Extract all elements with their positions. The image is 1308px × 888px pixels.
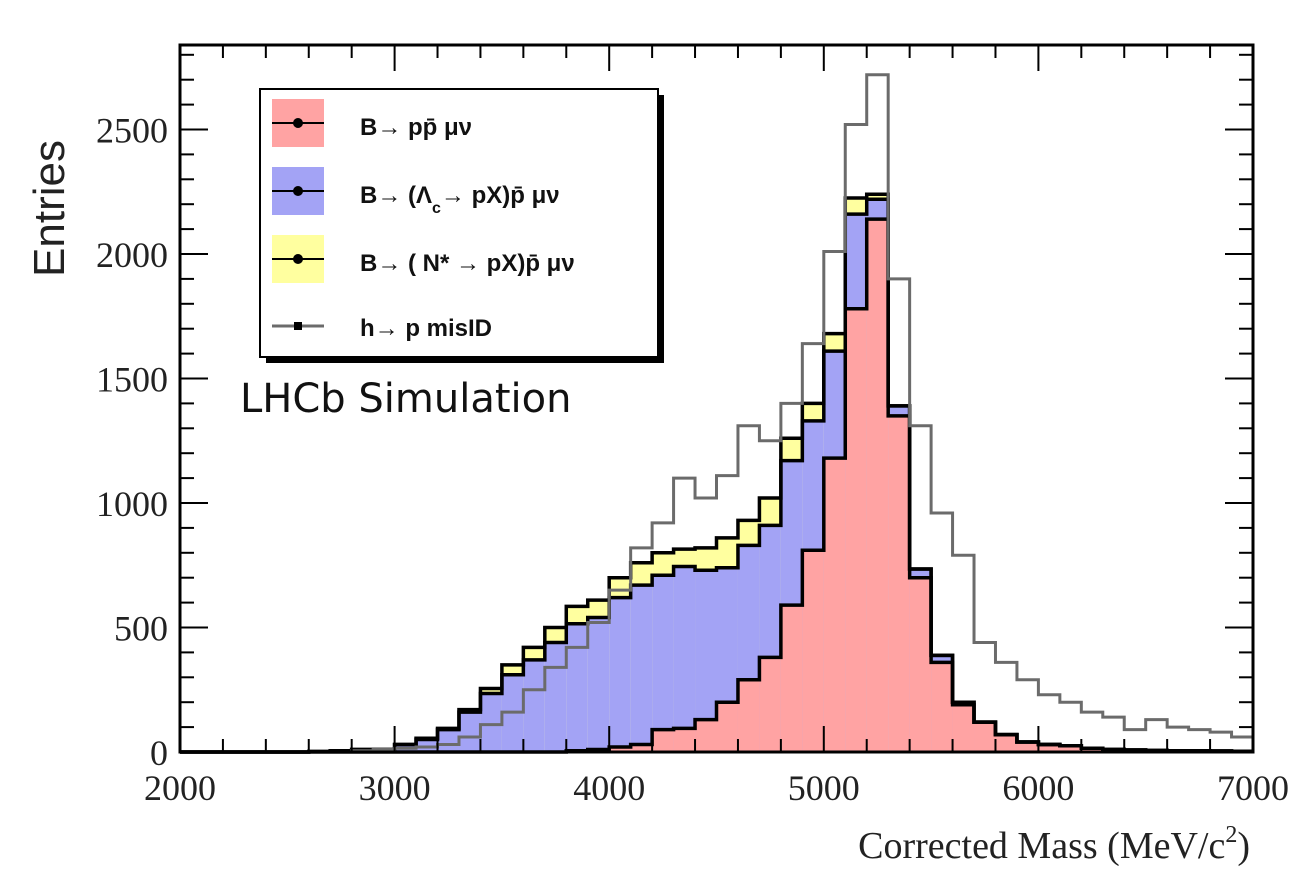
bar-pp: [737, 679, 760, 752]
bar-pp: [716, 702, 738, 752]
bar-pp: [652, 729, 674, 752]
bar-lambdac: [523, 659, 545, 752]
bar-lambdac: [587, 617, 610, 752]
y-tick-label: 500: [114, 609, 168, 649]
bar-pp: [759, 657, 781, 752]
x-tick-label: 5000: [788, 768, 860, 808]
bar-lambdac: [437, 729, 459, 752]
bar-lambdac: [652, 575, 674, 752]
bar-pp: [1059, 745, 1082, 752]
x-tick-label: 6000: [1002, 768, 1074, 808]
legend-label-lambdac-sub: c: [432, 200, 441, 217]
bar-pp: [823, 458, 846, 752]
outline-nstar: [180, 192, 1253, 754]
legend-marker-misid: [294, 322, 302, 330]
bar-pp: [866, 219, 889, 752]
bar-pp: [909, 577, 932, 752]
x-tick-label: 7000: [1217, 768, 1289, 808]
bar-lambdac: [566, 623, 588, 752]
axes: 2000 3000 4000 5000 6000 7000 0 500 1000 1500 2000…: [96, 43, 1289, 808]
legend-marker-nstar: [293, 254, 303, 264]
bar-lambdac: [458, 712, 481, 752]
x-axis-title-sup: 2: [1225, 822, 1237, 848]
bar-pp: [1038, 744, 1060, 752]
bar-pp: [673, 728, 696, 752]
legend-item-pp: B→ pp̄ μν: [272, 99, 472, 147]
legend-box: [259, 88, 659, 358]
y-tick-label: 2000: [96, 235, 168, 275]
bar-pp: [1016, 742, 1039, 752]
x-axis-title-main: Corrected Mass (MeV/c: [858, 825, 1225, 867]
x-tick-label: 2000: [144, 768, 216, 808]
bar-lambdac: [673, 566, 696, 752]
y-tick-label: 1000: [96, 484, 168, 524]
bar-lambdac: [480, 693, 502, 752]
bar-lambdac: [695, 570, 717, 752]
legend-marker-lambdac: [293, 186, 303, 196]
bar-lambdac: [630, 585, 653, 752]
y-tick-label: 2500: [96, 111, 168, 151]
bar-pp: [952, 704, 975, 752]
legend-label-lambdac: B→ (Λc→ pX)p̄ μν: [360, 182, 560, 217]
legend-label-nstar: B→ ( N* → pX)p̄ μν: [360, 250, 575, 277]
bar-pp: [630, 744, 653, 752]
bar-pp: [931, 662, 953, 752]
legend-marker-pp: [293, 118, 303, 128]
bar-pp: [1081, 748, 1103, 752]
legend-item-misid: h→ p misID: [272, 315, 492, 342]
bar-pp: [995, 734, 1017, 752]
legend-label-misid: h→ p misID: [360, 315, 492, 342]
x-axis-title: Corrected Mass (MeV/c2): [858, 822, 1250, 867]
bar-pp: [845, 308, 867, 752]
x-tick-label: 3000: [359, 768, 431, 808]
y-axis-title: Entries: [25, 140, 74, 277]
bar-pp: [609, 747, 631, 752]
y-tick-label: 1500: [96, 360, 168, 400]
y-tick-label: 0: [150, 733, 168, 773]
bar-pp: [888, 415, 910, 752]
plot-frame: [178, 43, 1255, 754]
x-axis-title-close: ): [1237, 825, 1250, 867]
bar-pp: [695, 719, 717, 752]
histogram-layer: [180, 73, 1253, 754]
bar-pp: [780, 605, 803, 752]
bar-lambdac: [544, 642, 567, 752]
legend: B→ pp̄ μν B→ (Λc→ pX)p̄ μν B→ ( N* → pX)…: [259, 88, 664, 363]
legend-item-nstar: B→ ( N* → pX)p̄ μν: [272, 235, 575, 283]
bar-pp: [802, 550, 824, 752]
line-misid: [180, 73, 1253, 754]
lhcb-simulation-label: LHCb Simulation: [240, 376, 571, 422]
legend-item-lambdac: B→ (Λc→ pX)p̄ μν: [272, 167, 560, 217]
legend-label-pp: B→ pp̄ μν: [360, 114, 472, 141]
bar-pp: [974, 722, 996, 752]
bar-lambdac: [609, 597, 631, 752]
x-tick-label: 4000: [573, 768, 645, 808]
